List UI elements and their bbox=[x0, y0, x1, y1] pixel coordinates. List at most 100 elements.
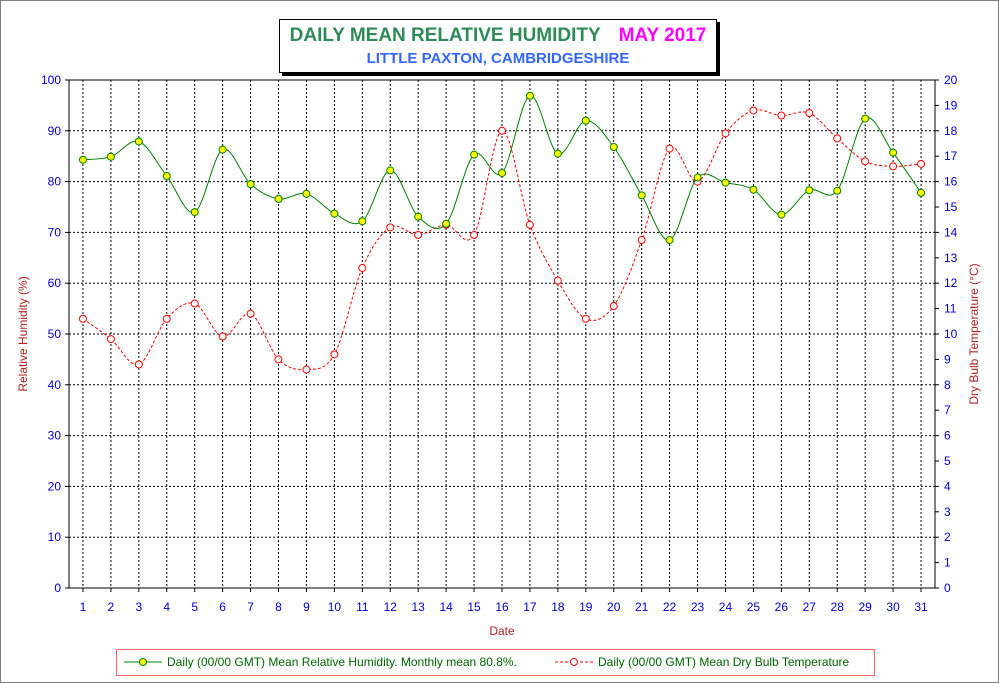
humidity-point bbox=[805, 186, 814, 195]
temperature-point bbox=[805, 109, 814, 118]
humidity-point bbox=[134, 137, 143, 146]
y-tick-label: 60 bbox=[48, 276, 62, 290]
temperature-point bbox=[833, 134, 842, 143]
humidity-point bbox=[274, 194, 283, 203]
y2-tick-label: 3 bbox=[944, 505, 951, 519]
humidity-point bbox=[553, 149, 562, 158]
legend-entry-humidity: Daily (00/00 GMT) Mean Relative Humidity… bbox=[123, 655, 517, 669]
x-tick-label: 12 bbox=[384, 600, 398, 614]
temperature-point bbox=[386, 223, 395, 232]
legend: Daily (00/00 GMT) Mean Relative Humidity… bbox=[116, 649, 875, 676]
temperature-point bbox=[414, 230, 423, 239]
temperature-point bbox=[78, 314, 87, 323]
temperature-point bbox=[498, 126, 506, 135]
y2-tick-label: 13 bbox=[944, 251, 958, 265]
y-axis-label: Relative Humidity (%) bbox=[16, 276, 30, 391]
temperature-point bbox=[106, 335, 115, 344]
temperature-point bbox=[749, 106, 758, 115]
temperature-point bbox=[609, 302, 618, 311]
temperature-point bbox=[777, 111, 786, 120]
y-tick-label: 50 bbox=[48, 327, 62, 341]
y-tick-label: 90 bbox=[48, 124, 62, 138]
humidity-point bbox=[386, 166, 395, 175]
humidity-point bbox=[162, 172, 171, 181]
humidity-point bbox=[218, 145, 227, 154]
chart-title: DAILY MEAN RELATIVE HUMIDITY bbox=[289, 25, 601, 46]
x-tick-label: 28 bbox=[831, 600, 845, 614]
x-tick-label: 21 bbox=[635, 600, 649, 614]
humidity-point bbox=[861, 114, 870, 123]
x-tick-label: 10 bbox=[328, 600, 342, 614]
x-tick-label: 25 bbox=[747, 600, 761, 614]
y-tick-label: 40 bbox=[48, 378, 62, 392]
humidity-point bbox=[637, 191, 646, 200]
x-tick-label: 14 bbox=[439, 600, 453, 614]
y2-tick-label: 8 bbox=[944, 378, 951, 392]
chart-title-month: MAY 2017 bbox=[618, 25, 707, 46]
y2-tick-label: 5 bbox=[944, 454, 951, 468]
humidity-point bbox=[889, 148, 898, 157]
humidity-point bbox=[470, 150, 479, 159]
legend-entry-temperature: Daily (00/00 GMT) Mean Dry Bulb Temperat… bbox=[554, 655, 849, 669]
x-tick-label: 26 bbox=[775, 600, 789, 614]
humidity-point bbox=[78, 155, 87, 164]
y2-tick-label: 14 bbox=[944, 225, 958, 239]
humidity-point bbox=[358, 217, 367, 226]
humidity-point bbox=[581, 116, 590, 125]
y2-tick-label: 9 bbox=[944, 352, 951, 366]
x-tick-label: 23 bbox=[691, 600, 705, 614]
x-tick-label: 9 bbox=[303, 600, 310, 614]
x-tick-label: 7 bbox=[247, 600, 254, 614]
x-tick-label: 22 bbox=[663, 600, 677, 614]
humidity-point bbox=[442, 219, 451, 228]
temperature-point bbox=[861, 157, 870, 166]
x-tick-label: 8 bbox=[275, 600, 282, 614]
humidity-point bbox=[721, 178, 730, 187]
temperature-point bbox=[889, 162, 898, 171]
humidity-point bbox=[525, 91, 534, 100]
y-tick-label: 80 bbox=[48, 175, 62, 189]
y2-tick-label: 10 bbox=[944, 327, 958, 341]
x-tick-label: 5 bbox=[191, 600, 198, 614]
temperature-point bbox=[553, 276, 562, 285]
x-tick-label: 20 bbox=[607, 600, 621, 614]
temperature-point bbox=[134, 360, 143, 369]
y2-tick-label: 20 bbox=[944, 73, 958, 87]
temperature-point bbox=[721, 129, 730, 138]
title-box: DAILY MEAN RELATIVE HUMIDITY MAY 2017 LIT… bbox=[279, 19, 717, 73]
x-tick-label: 6 bbox=[219, 600, 226, 614]
x-tick-label: 16 bbox=[495, 600, 509, 614]
temperature-point bbox=[525, 220, 534, 229]
y2-tick-label: 16 bbox=[944, 175, 958, 189]
x-tick-label: 29 bbox=[858, 600, 872, 614]
y2-tick-label: 17 bbox=[944, 149, 958, 163]
x-tick-label: 11 bbox=[356, 600, 369, 614]
y-tick-label: 0 bbox=[54, 581, 61, 595]
humidity-point bbox=[609, 143, 618, 152]
y-tick-label: 20 bbox=[48, 479, 62, 493]
y2-axis-label: Dry Bulb Temperature (°C) bbox=[967, 263, 981, 404]
legend-label-temperature: Daily (00/00 GMT) Mean Dry Bulb Temperat… bbox=[598, 655, 850, 669]
humidity-point bbox=[917, 188, 926, 197]
x-tick-label: 27 bbox=[803, 600, 817, 614]
temperature-point bbox=[581, 314, 590, 323]
legend-label-humidity: Daily (00/00 GMT) Mean Relative Humidity… bbox=[167, 655, 517, 669]
y-tick-label: 70 bbox=[48, 225, 62, 239]
y2-tick-label: 7 bbox=[944, 403, 951, 417]
y2-tick-label: 15 bbox=[944, 200, 958, 214]
x-tick-label: 30 bbox=[886, 600, 900, 614]
humidity-point bbox=[246, 180, 255, 189]
humidity-point bbox=[833, 186, 842, 195]
y2-tick-label: 1 bbox=[944, 556, 951, 570]
x-tick-label: 31 bbox=[914, 600, 928, 614]
humidity-point bbox=[302, 189, 311, 198]
y-tick-label: 10 bbox=[48, 530, 62, 544]
chart-subtitle: LITTLE PAXTON, CAMBRIDGESHIRE bbox=[366, 50, 630, 67]
x-tick-label: 4 bbox=[163, 600, 170, 614]
humidity-point bbox=[777, 210, 786, 219]
y2-tick-label: 4 bbox=[944, 479, 951, 493]
title-line: DAILY MEAN RELATIVE HUMIDITY MAY 2017 bbox=[280, 25, 716, 47]
humidity-point bbox=[693, 173, 702, 182]
temperature-point bbox=[218, 332, 227, 341]
